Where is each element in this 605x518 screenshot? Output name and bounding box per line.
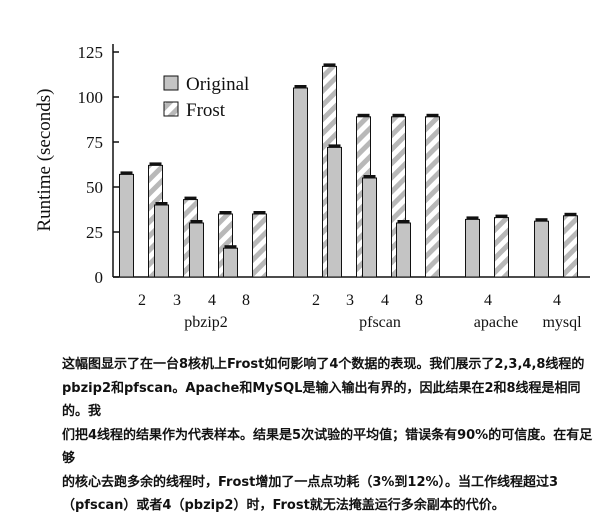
error-bar [253, 211, 266, 214]
y-tick-label: 50 [86, 178, 103, 197]
bar-original [293, 87, 308, 278]
error-bar [466, 216, 479, 220]
error-bar [323, 63, 336, 67]
error-bar [184, 196, 197, 200]
error-bar [219, 211, 232, 214]
bar-original [119, 173, 134, 278]
legend-swatch [163, 101, 179, 117]
bar-original [396, 222, 411, 278]
x-tick-label: 4 [484, 292, 492, 309]
y-tick-label: 25 [86, 223, 103, 242]
bar-original [223, 247, 238, 278]
x-tick-label: 3 [346, 292, 354, 309]
caption-line: 这幅图显示了在一台8核机上Frost如何影响了4个数据的表现。我们展示了2,3,… [62, 357, 585, 372]
legend: Original Frost [163, 74, 249, 121]
x-tick-label: 3 [173, 292, 181, 309]
caption-line: 们把4线程的结果作为代表样本。结果是5次试验的平均值；错误条有90%的可信度。在… [62, 427, 593, 467]
bar-original [189, 222, 204, 278]
error-bar [426, 113, 439, 117]
x-tick-label: 4 [553, 292, 561, 309]
error-bar [294, 85, 307, 88]
group-label: mysql [542, 314, 582, 331]
error-bar [328, 144, 341, 148]
bar-original [534, 220, 549, 278]
bar-original [154, 204, 169, 278]
error-bar [564, 212, 577, 216]
legend-swatch [163, 75, 179, 91]
error-bar [397, 220, 410, 223]
runtime-bar-chart: 0 25 50 75 100 125 2 3 4 8 pbzip2 2 3 4 8 pfscan 4 apache… [34, 43, 590, 331]
group-label: pfscan [359, 314, 401, 331]
x-tick-label: 8 [415, 292, 423, 309]
caption-line: （pfscan）或者4（pbzip2）时，Frost就无法掩盖运行多余副本的代价… [62, 498, 505, 513]
bar-frost [494, 217, 509, 278]
bar-original [362, 177, 377, 278]
y-tick-label: 125 [78, 43, 104, 62]
legend-label: Frost [186, 100, 226, 121]
error-bar [190, 220, 203, 223]
error-bar [363, 175, 376, 178]
x-tick-label: 4 [208, 292, 216, 309]
y-axis-label: Runtime (seconds) [34, 88, 55, 231]
bar-frost [425, 116, 440, 278]
bar-original [327, 146, 342, 278]
caption-line: 的核心去跑多余的线程时，Frost增加了一点点功耗（3%到12%）。当工作线程超… [62, 474, 559, 490]
axes: 0 25 50 75 100 125 2 3 4 8 pbzip2 2 3 4 8 pfscan 4 apache… [78, 43, 590, 331]
error-bar [120, 171, 133, 175]
x-tick-label: 2 [312, 292, 320, 309]
error-bar [392, 113, 405, 117]
y-tick-label: 100 [78, 88, 104, 107]
error-bar [535, 218, 548, 222]
x-tick-label: 2 [138, 292, 146, 309]
bar-frost [252, 213, 267, 278]
error-bar [155, 202, 168, 205]
group-label: pbzip2 [184, 314, 228, 331]
x-tick-label: 8 [242, 292, 250, 309]
error-bar [149, 162, 162, 166]
group-label: apache [474, 314, 518, 331]
y-tick-label: 75 [86, 133, 103, 152]
bar-frost [563, 215, 578, 278]
x-tick-label: 4 [381, 292, 389, 309]
error-bar [357, 113, 370, 117]
caption-line: pbzip2和pfscan。Apache和MySQL是输入输出有界的，因此结果在… [62, 380, 581, 420]
bars [119, 63, 578, 278]
bar-original [465, 218, 480, 278]
legend-label: Original [186, 74, 249, 95]
error-bar [224, 245, 237, 249]
y-tick-label: 0 [95, 268, 104, 287]
error-bar [495, 214, 508, 218]
